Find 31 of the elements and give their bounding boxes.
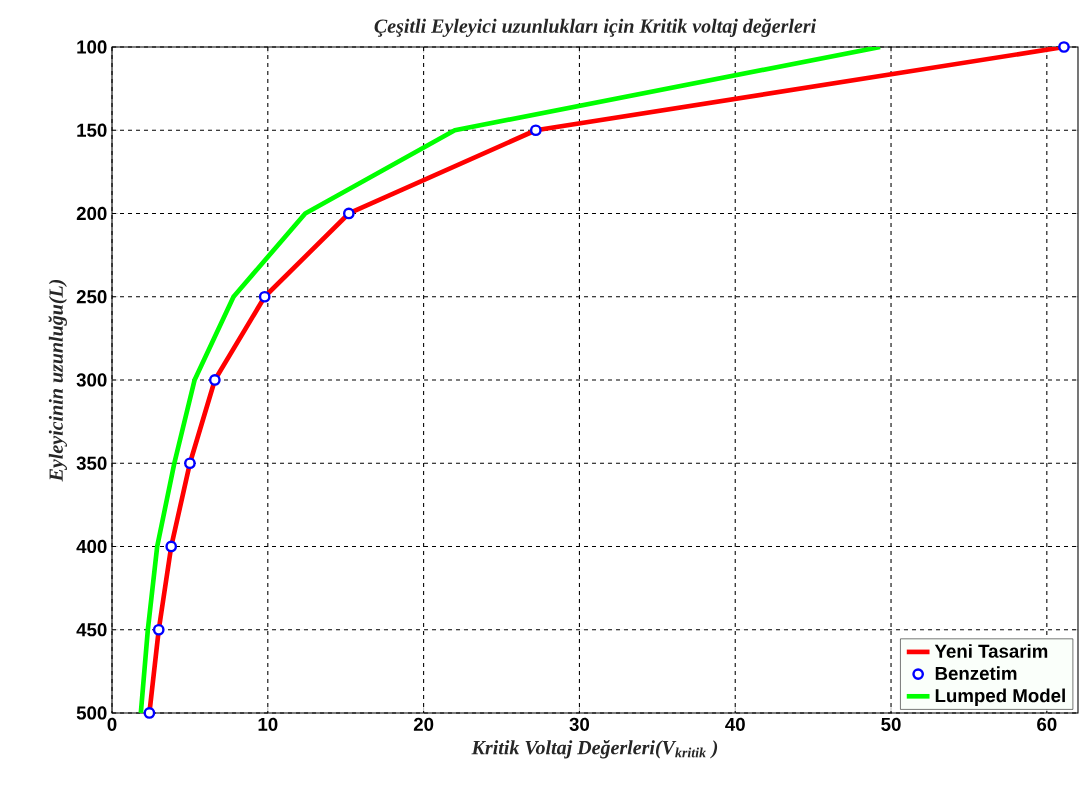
x-tick-label: 50 bbox=[881, 717, 901, 731]
y-tick-label: 250 bbox=[76, 290, 107, 304]
y-tick-label: 400 bbox=[76, 539, 107, 554]
y-tick-label: 200 bbox=[76, 206, 107, 221]
y-axis-title: Eyleyicinin uzunluğu(L) bbox=[48, 279, 67, 482]
chart-title: Çeşitli Eyleyici uzunlukları için Kritik voltaj değerleri bbox=[374, 18, 817, 37]
x-tick-label: 60 bbox=[1037, 717, 1057, 731]
y-tick-label: 450 bbox=[76, 623, 107, 637]
x-tick-label: 20 bbox=[413, 717, 434, 731]
point bbox=[258, 290, 271, 303]
y-tick-label: 100 bbox=[77, 40, 107, 54]
point bbox=[165, 540, 178, 553]
x-tick-label: 0 bbox=[107, 717, 117, 731]
x-tick-label: 30 bbox=[569, 717, 590, 731]
y-tick-label: 500 bbox=[76, 706, 107, 720]
y-tick-label: 150 bbox=[77, 123, 107, 137]
line-series bbox=[138, 46, 883, 713]
point bbox=[152, 623, 165, 636]
point bbox=[184, 457, 196, 470]
point bbox=[143, 707, 156, 719]
point bbox=[529, 124, 542, 137]
legend-label: Yeni Tasarim bbox=[934, 644, 1048, 658]
point bbox=[342, 207, 355, 220]
legend-label: Lumped Model bbox=[935, 688, 1065, 706]
x-axis-title: Kritik Voltaj Değerleri(V$_{kritik}$ ) bbox=[471, 740, 718, 759]
x-tick-label: 10 bbox=[258, 717, 278, 731]
point bbox=[208, 374, 221, 386]
y-tick-label: 350 bbox=[76, 456, 107, 470]
x-tick-label: 40 bbox=[725, 717, 745, 731]
legend-label: Benzetim bbox=[935, 666, 1017, 681]
y-tick-label: 300 bbox=[76, 373, 107, 387]
